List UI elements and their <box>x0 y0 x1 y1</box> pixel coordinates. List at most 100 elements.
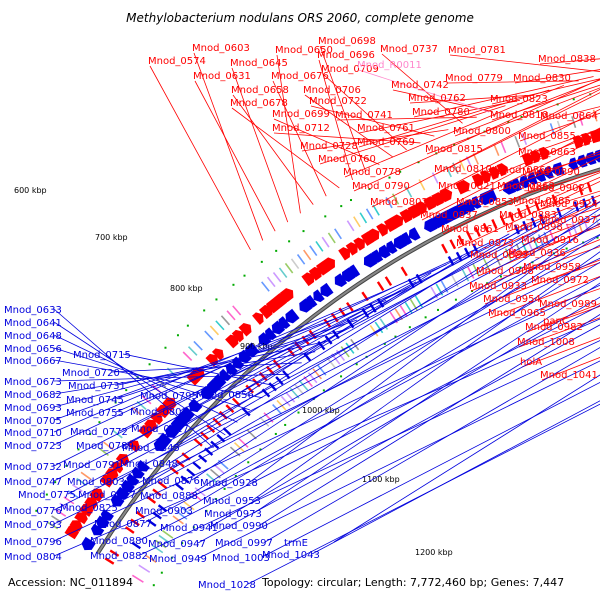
forward-gene-label: Mnod_0760 <box>318 154 376 165</box>
forward-leader-line <box>413 76 594 118</box>
forward-gene-label: Mnod_1008 <box>517 337 575 348</box>
forward-leader-line <box>304 94 394 158</box>
cog-tick <box>418 179 426 191</box>
reverse-gene-label: Mnod_0791 <box>63 460 121 471</box>
reverse-gene-label: Mnod_0941 <box>160 523 218 534</box>
inner-ring-dot <box>284 423 287 426</box>
forward-gene-label: Mnod_0709 <box>321 64 379 75</box>
reverse-gene-arrow <box>265 327 277 341</box>
reverse-gene-arrow <box>200 385 215 400</box>
forward-gene-arrow <box>399 209 413 224</box>
reverse-gene-arrow <box>271 320 286 335</box>
cog-tick <box>359 212 368 224</box>
forward-gene-arrow <box>368 228 380 242</box>
forward-leader-line <box>318 59 353 181</box>
inner-ring-dot <box>192 526 195 529</box>
ring-dot <box>164 346 167 349</box>
forward-leader-line <box>514 172 600 207</box>
forward-gene-label: Mnod_0863 <box>518 147 576 158</box>
reverse-gene-label: Mnod_0953 <box>203 496 261 507</box>
inner-cog-tick <box>233 442 245 453</box>
inner-forward-mark <box>245 384 255 394</box>
forward-gene-label: Mnod_0645 <box>230 58 288 69</box>
cog-tick <box>71 483 83 493</box>
inner-ring-dot <box>259 448 262 451</box>
inner-ring-dot <box>247 461 250 464</box>
reverse-gene-label: Mnod_0801 <box>130 407 188 418</box>
inner-cog-tick <box>272 403 283 415</box>
forward-gene-arrow <box>252 312 264 325</box>
forward-gene-label: Mnod_0924 <box>540 199 598 210</box>
inner-cog-tick <box>483 258 491 271</box>
inner-ring-dot <box>215 498 218 501</box>
cog-tick <box>63 496 75 505</box>
forward-leader-line <box>446 80 579 84</box>
inner-forward-mark <box>146 495 157 504</box>
reverse-gene-arrow <box>285 308 300 324</box>
forward-gene-arrow <box>161 397 177 412</box>
forward-leader-line <box>519 128 600 158</box>
reverse-gene-arrow <box>424 217 438 233</box>
reverse-leader-line <box>247 403 600 585</box>
inner-ring-dot <box>519 266 522 269</box>
inner-reverse-mark <box>216 433 226 443</box>
reverse-leader-line <box>171 226 526 448</box>
forward-gene-label: Mnod_0742 <box>391 80 449 91</box>
reverse-gene-arrow <box>455 202 469 217</box>
inner-cog-tick <box>280 395 291 407</box>
reverse-leader-line <box>53 257 600 525</box>
inner-reverse-mark <box>210 440 220 450</box>
inner-cog-tick <box>543 231 550 245</box>
forward-gene-label: Mnod_0972 <box>531 275 589 286</box>
forward-gene-arrow <box>211 348 224 361</box>
forward-gene-label: Mnod_0821 <box>438 181 496 192</box>
inner-reverse-mark <box>241 407 251 417</box>
forward-gene-arrow <box>391 214 404 228</box>
reverse-gene-label: Mnod_0731 <box>68 381 126 392</box>
reverse-gene-arrow <box>393 234 408 250</box>
forward-gene-arrow <box>238 322 252 337</box>
ring-dot <box>35 509 38 512</box>
forward-leader-line <box>272 80 327 197</box>
forward-gene-arrow <box>231 329 244 343</box>
cog-tick <box>220 315 231 326</box>
cog-tick <box>372 204 380 216</box>
inner-reverse-mark <box>522 220 529 231</box>
forward-gene-label: Mnod_0937 <box>539 215 597 226</box>
reverse-leader-line <box>209 296 600 528</box>
reverse-gene-arrow <box>447 205 462 221</box>
reverse-gene-arrow <box>510 178 523 192</box>
forward-gene-label: Mnod_0631 <box>193 71 251 82</box>
rna-leader-line <box>358 69 490 113</box>
forward-leader-line <box>454 79 600 137</box>
inner-forward-mark <box>499 215 506 226</box>
inner-forward-mark <box>135 510 146 519</box>
forward-gene-arrow <box>496 163 508 177</box>
reverse-leader-line <box>189 309 372 396</box>
reverse-gene-arrow <box>81 536 96 551</box>
forward-gene-label: Mnod_0916 <box>521 235 579 246</box>
forward-gene-label: Mnod_0712 <box>272 123 330 134</box>
reverse-leader-line <box>53 318 600 557</box>
inner-cog-tick <box>526 238 534 252</box>
inner-ring-dot <box>322 389 325 392</box>
inner-ring-dot <box>340 375 343 378</box>
reverse-gene-label: Mnod_0856 <box>196 390 254 401</box>
ring-dot <box>520 116 523 119</box>
reverse-gene-label: Mnod_0888 <box>140 491 198 502</box>
reverse-leader-line <box>259 314 600 526</box>
inner-forward-mark <box>482 222 490 233</box>
inner-forward-mark <box>525 204 532 215</box>
inner-ring-dot <box>408 326 411 329</box>
scale-label: 1100 kbp <box>362 475 400 484</box>
forward-gene-label: Mnod_0779 <box>445 73 503 84</box>
forward-gene-label: Mnod_0603 <box>192 43 250 54</box>
forward-gene-arrow <box>99 474 114 488</box>
inner-forward-mark <box>457 235 465 246</box>
reverse-gene-label: Mnod_0876 <box>142 476 200 487</box>
ring-dot <box>399 170 402 173</box>
inner-cog-tick <box>276 399 287 411</box>
forward-gene-arrow <box>144 419 158 432</box>
forward-gene-label: Mnod_0574 <box>148 56 206 67</box>
forward-gene-arrow <box>488 166 500 180</box>
